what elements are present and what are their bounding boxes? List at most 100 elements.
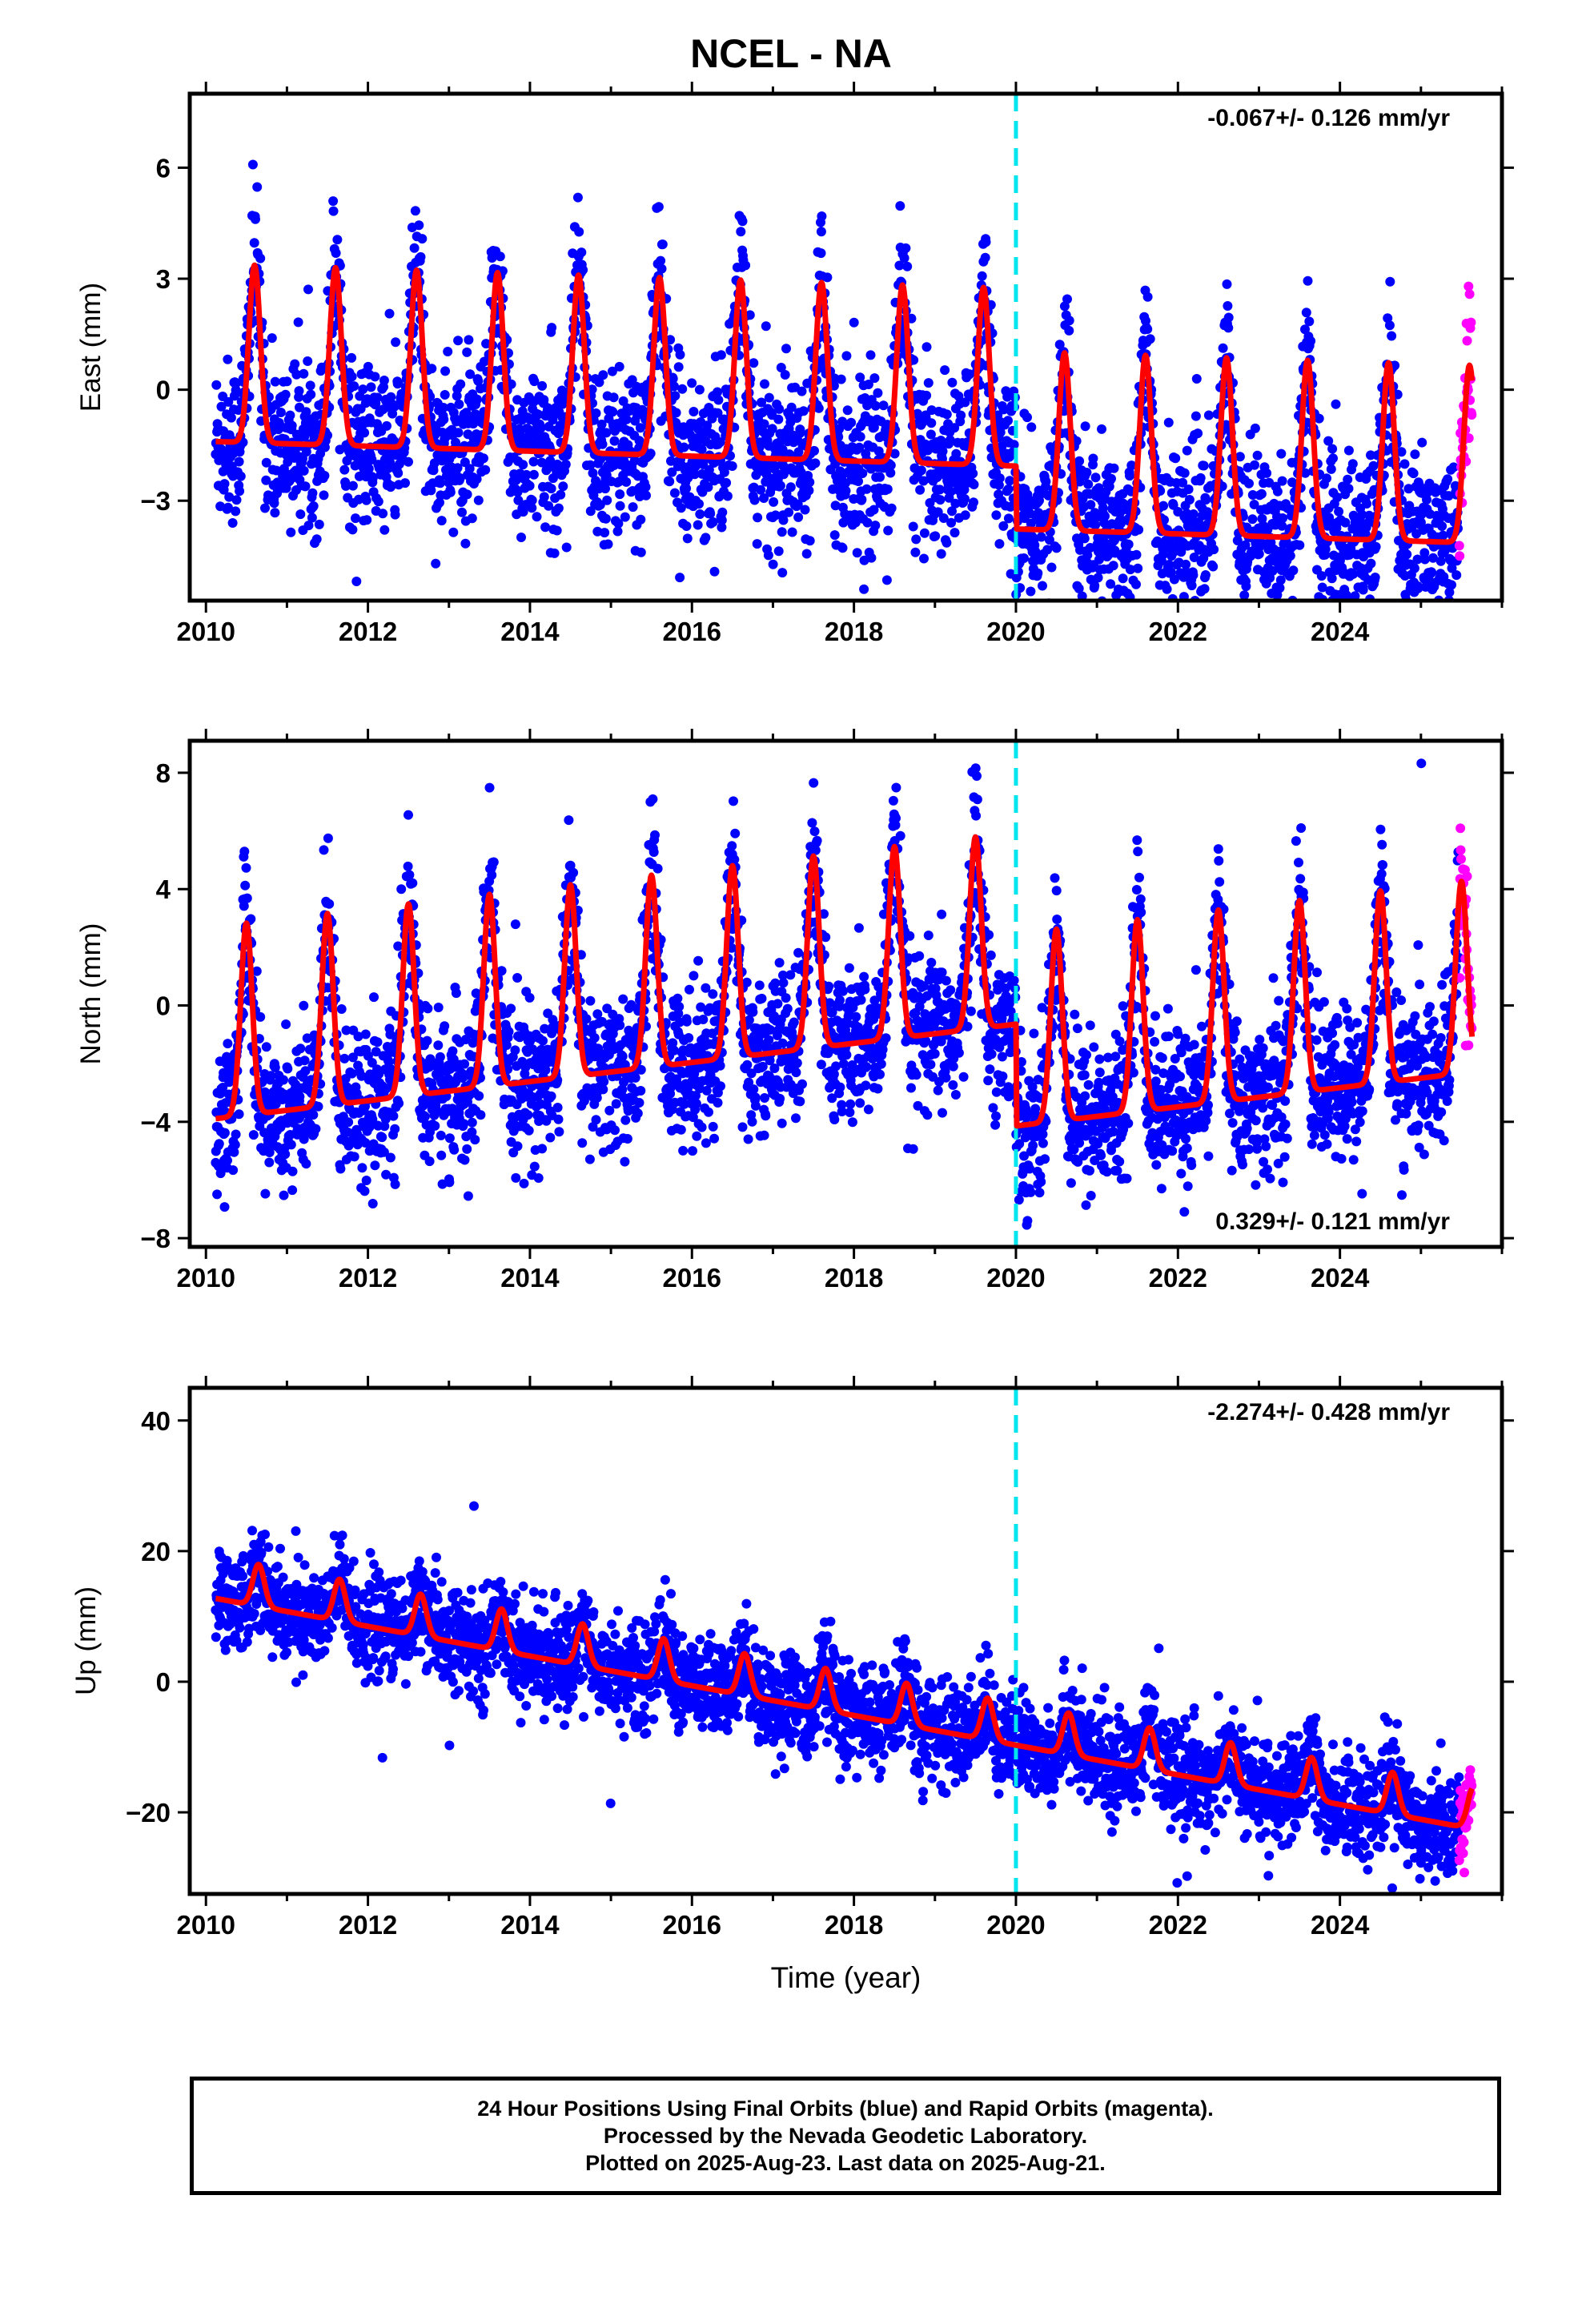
- final-orbit-point: [894, 260, 905, 271]
- final-orbit-point: [423, 1003, 433, 1014]
- final-orbit-point: [1199, 584, 1210, 594]
- final-orbit-point: [869, 373, 880, 384]
- final-orbit-point: [657, 239, 668, 250]
- final-orbit-point: [611, 1099, 621, 1109]
- final-orbit-point: [1322, 473, 1331, 484]
- final-orbit-point: [883, 525, 893, 536]
- final-orbit-point: [281, 1019, 291, 1029]
- final-orbit-point: [424, 1156, 435, 1167]
- final-orbit-point: [622, 1134, 632, 1144]
- final-orbit-point: [805, 477, 815, 488]
- final-orbit-point: [585, 995, 596, 1006]
- final-orbit-point: [572, 192, 583, 203]
- final-orbit-point: [600, 528, 610, 538]
- final-orbit-point: [862, 517, 873, 528]
- final-orbit-point: [836, 374, 846, 384]
- final-orbit-point: [379, 376, 389, 385]
- final-orbit-point: [1239, 590, 1250, 601]
- final-orbit-point: [438, 403, 448, 412]
- final-orbit-point: [388, 1111, 399, 1121]
- final-orbit-point: [942, 537, 952, 548]
- final-orbit-point: [1223, 301, 1233, 311]
- final-orbit-point: [1131, 579, 1141, 589]
- final-orbit-point: [464, 335, 474, 345]
- final-orbit-point: [462, 1144, 472, 1154]
- final-orbit-point: [556, 489, 566, 500]
- final-orbit-point: [433, 1040, 444, 1051]
- final-orbit-point: [472, 474, 482, 485]
- final-orbit-point: [749, 358, 759, 368]
- final-orbit-point: [537, 1144, 548, 1154]
- final-orbit-point: [479, 356, 489, 367]
- final-orbit-point: [1195, 472, 1206, 483]
- final-orbit-point: [787, 527, 797, 537]
- final-orbit-point: [701, 1138, 711, 1148]
- final-orbit-point: [436, 1130, 446, 1140]
- final-orbit-point: [689, 469, 700, 480]
- final-orbit-point: [1134, 525, 1144, 535]
- final-orbit-point: [512, 487, 523, 497]
- final-orbit-point: [459, 1119, 469, 1129]
- final-orbit-point: [524, 992, 535, 1003]
- final-orbit-point: [736, 227, 746, 237]
- final-orbit-point: [613, 518, 624, 529]
- final-orbit-point: [635, 423, 645, 433]
- final-orbit-point: [390, 1124, 400, 1134]
- final-orbit-point: [369, 992, 379, 1003]
- final-orbit-point: [1247, 514, 1258, 525]
- final-orbit-point: [761, 321, 771, 332]
- final-orbit-point: [607, 366, 617, 376]
- final-orbit-point: [473, 495, 484, 505]
- final-orbit-point: [319, 845, 329, 855]
- final-orbit-point: [1402, 549, 1412, 560]
- final-orbit-point: [1272, 486, 1283, 497]
- final-orbit-point: [319, 490, 329, 501]
- final-orbit-point: [370, 1160, 380, 1171]
- final-orbit-point: [1186, 581, 1197, 591]
- final-orbit-point: [1356, 604, 1366, 613]
- final-orbit-point: [462, 347, 472, 357]
- final-orbit-point: [636, 514, 646, 525]
- final-orbit-point: [267, 333, 277, 344]
- final-orbit-point: [797, 386, 807, 396]
- final-orbit-point: [314, 519, 324, 529]
- final-orbit-point: [602, 495, 612, 505]
- final-orbit-point: [628, 502, 638, 513]
- final-orbit-point: [764, 392, 774, 403]
- final-orbit-point: [372, 1037, 383, 1047]
- final-orbit-point: [775, 480, 785, 491]
- final-orbit-point: [930, 531, 941, 541]
- final-orbit-point: [684, 1033, 694, 1043]
- final-orbit-point: [1118, 573, 1128, 584]
- final-orbit-point: [1385, 276, 1395, 287]
- final-orbit-point: [940, 365, 950, 376]
- final-orbit-point: [708, 517, 718, 527]
- final-orbit-point: [223, 354, 233, 364]
- final-orbit-point: [1003, 484, 1014, 494]
- final-orbit-point: [484, 782, 495, 793]
- final-orbit-point: [757, 397, 766, 408]
- final-orbit-point: [1443, 474, 1453, 485]
- final-orbit-point: [853, 476, 863, 486]
- final-orbit-point: [351, 513, 360, 524]
- final-orbit-point: [1445, 620, 1455, 629]
- final-orbit-point: [553, 503, 564, 513]
- final-orbit-point: [830, 501, 841, 511]
- final-orbit-point: [841, 351, 852, 361]
- final-orbit-point: [767, 424, 777, 434]
- final-orbit-point: [713, 408, 723, 418]
- final-orbit-point: [455, 473, 465, 483]
- final-orbit-point: [769, 497, 779, 507]
- final-orbit-point: [805, 536, 815, 546]
- final-orbit-point: [1026, 422, 1037, 432]
- final-orbit-point: [1084, 617, 1094, 626]
- final-orbit-point: [886, 503, 897, 513]
- final-orbit-point: [386, 392, 396, 402]
- final-orbit-point: [620, 1115, 631, 1125]
- final-orbit-point: [307, 513, 317, 523]
- final-orbit-point: [1408, 468, 1419, 479]
- final-orbit-point: [1441, 710, 1451, 720]
- velocity-label: -0.067+/- 0.126 mm/yr: [1207, 105, 1450, 131]
- final-orbit-point: [308, 501, 319, 511]
- final-orbit-point: [436, 516, 447, 526]
